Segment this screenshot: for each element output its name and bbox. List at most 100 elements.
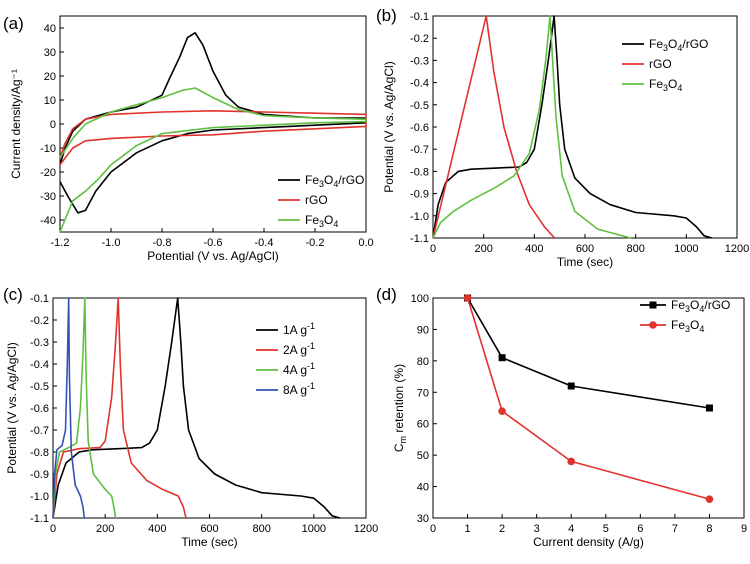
y-tick-label: -10 — [40, 143, 56, 155]
x-tick-label: 0 — [430, 523, 436, 535]
y-tick-label: 100 — [411, 293, 429, 305]
x-tick-label: 200 — [96, 523, 114, 535]
y-tick-label: -0.8 — [410, 166, 429, 178]
x-tick-label: 0 — [50, 523, 56, 535]
y-tick-label: -0.2 — [30, 315, 49, 327]
x-tick-label: 3 — [534, 523, 540, 535]
y-tick-label: -1.1 — [30, 513, 49, 525]
series-line-1 — [52, 297, 187, 519]
y-tick-label: -1.0 — [30, 491, 49, 503]
x-tick-label: 400 — [148, 523, 166, 535]
y-tick-label: 30 — [44, 47, 56, 59]
x-tick-label: 7 — [672, 523, 678, 535]
y-tick-label: -0.4 — [30, 359, 49, 371]
panel-label: (a) — [3, 14, 24, 33]
panel-label: (c) — [3, 285, 23, 304]
x-axis-label: Current density (A/g) — [533, 535, 644, 549]
y-tick-label: -0.1 — [410, 11, 429, 23]
y-tick-label: 70 — [417, 387, 429, 399]
y-tick-label: 30 — [417, 513, 429, 525]
chart-panel-2: 0 200 400 600 800 1000 1200 -1.1 -1.0 -0.9 -0.8 -0.… — [3, 285, 378, 549]
y-axis-label: Cm retention (%) — [392, 364, 408, 452]
x-axis-label: Time (sec) — [557, 255, 613, 269]
y-tick-label: -40 — [40, 215, 56, 227]
x-tick-label: -0.8 — [153, 237, 172, 249]
series-line-2 — [52, 297, 117, 519]
legend-label: 2A g-1 — [283, 341, 315, 357]
panel-label: (d) — [376, 285, 397, 304]
legend-label: Fe3O4 — [649, 77, 682, 93]
legend-label: Fe3O4/rGO — [671, 298, 730, 314]
x-tick-label: -0.6 — [204, 237, 223, 249]
y-tick-label: -1.0 — [410, 211, 429, 223]
x-tick-label: -1.2 — [51, 237, 70, 249]
y-tick-label: -0.3 — [410, 55, 429, 67]
y-tick-label: 90 — [417, 324, 429, 336]
y-tick-label: 60 — [417, 419, 429, 431]
y-axis-label: Potential (V vs. Ag/AgCl) — [382, 61, 396, 192]
legend-label: 4A g-1 — [283, 361, 315, 377]
legend-label: Fe3O4/rGO — [649, 37, 708, 53]
y-tick-label: -0.3 — [30, 337, 49, 349]
chart-panel-3: 0 1 2 3 4 5 6 7 8 9 30 40 50 60 70 80 90 100 Current densi… — [376, 285, 747, 549]
y-tick-label: 0 — [50, 119, 56, 131]
x-tick-label: -1.0 — [102, 237, 121, 249]
y-tick-label: 20 — [44, 71, 56, 83]
y-tick-label: 80 — [417, 356, 429, 368]
series-line-2 — [59, 87, 367, 233]
data-point-marker — [567, 457, 576, 466]
series-line-0 — [432, 15, 712, 239]
y-tick-label: -0.8 — [30, 447, 49, 459]
y-tick-label: 40 — [417, 482, 429, 494]
series-line-1 — [432, 15, 556, 239]
y-tick-label: -0.2 — [410, 33, 429, 45]
x-tick-label: 2 — [499, 523, 505, 535]
legend-label: Fe3O4 — [305, 213, 338, 229]
legend-label: rGO — [305, 193, 328, 207]
y-tick-label: -20 — [40, 167, 56, 179]
x-tick-label: 0.0 — [358, 237, 373, 249]
x-tick-label: 600 — [576, 243, 594, 255]
chart-panel-1: 0 200 400 600 800 1000 1200 -1.1 -1.0 -0.9 -0.8 -0.… — [376, 6, 749, 269]
y-tick-label: 10 — [44, 95, 56, 107]
y-tick-label: -0.5 — [410, 100, 429, 112]
data-point-marker — [463, 294, 472, 302]
series-line-3 — [52, 297, 86, 519]
y-tick-label: -0.9 — [30, 469, 49, 481]
x-tick-label: 9 — [741, 523, 747, 535]
y-axis-label: Current density/Ag⁻¹ — [9, 69, 23, 179]
legend-label: 1A g-1 — [283, 321, 315, 337]
x-tick-label: 6 — [637, 523, 643, 535]
series-line-2 — [432, 15, 631, 239]
y-axis-label: Potential (V vs. Ag/AgCl) — [5, 342, 19, 473]
panel-label: (b) — [376, 6, 397, 25]
legend-marker — [649, 301, 657, 309]
x-tick-label: 4 — [568, 523, 574, 535]
series-line-1 — [59, 110, 367, 166]
series-line-0 — [59, 31, 367, 214]
x-tick-label: 1200 — [354, 523, 378, 535]
x-tick-label: 600 — [200, 523, 218, 535]
x-tick-label: 1000 — [674, 243, 698, 255]
plot-frame — [432, 297, 745, 519]
x-axis-label: Potential (V vs. Ag/AgCl) — [147, 249, 278, 263]
series-line-0 — [466, 297, 710, 409]
chart-panel-0: -1.2 -1.0 -0.8 -0.6 -0.4 -0.2 0.0 -40 -30 -20 -10 0… — [3, 14, 374, 263]
y-tick-label: -0.7 — [30, 425, 49, 437]
y-tick-label: -0.9 — [410, 189, 429, 201]
plot-frame — [52, 297, 367, 519]
y-tick-label: -30 — [40, 191, 56, 203]
y-tick-label: -0.7 — [410, 144, 429, 156]
legend-label: Fe3O4 — [671, 318, 704, 334]
data-point-marker — [705, 404, 713, 412]
legend-label: Fe3O4/rGO — [305, 173, 364, 189]
y-tick-label: -0.1 — [30, 293, 49, 305]
y-tick-label: -0.4 — [410, 78, 429, 90]
y-tick-label: -0.6 — [410, 122, 429, 134]
y-tick-label: -1.1 — [410, 233, 429, 245]
x-tick-label: 800 — [626, 243, 644, 255]
series-line-1 — [466, 297, 710, 500]
x-tick-label: -0.2 — [306, 237, 325, 249]
x-tick-label: -0.4 — [255, 237, 274, 249]
